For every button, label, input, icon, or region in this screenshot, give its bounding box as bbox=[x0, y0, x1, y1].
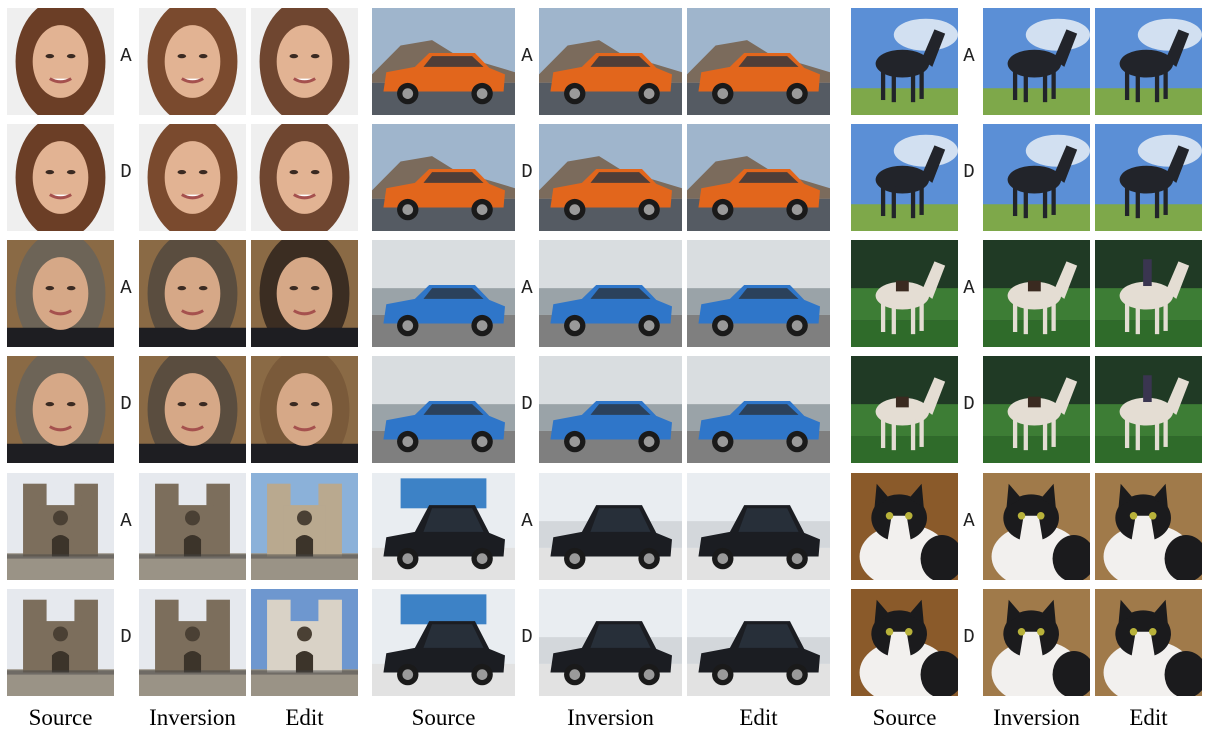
group-1-source-image bbox=[7, 473, 114, 580]
group-3-inversion-image bbox=[983, 240, 1090, 347]
row-label: D bbox=[120, 626, 132, 648]
group-2-inversion-image bbox=[539, 8, 682, 115]
group-3-edit-image bbox=[1095, 8, 1202, 115]
group-3-inversion-image bbox=[983, 124, 1090, 231]
group-1-source-image bbox=[7, 240, 114, 347]
group-2-source-image bbox=[372, 240, 515, 347]
column-label-source: Source bbox=[411, 705, 476, 730]
group-2-inversion-image bbox=[539, 473, 682, 580]
group-3-source-image bbox=[851, 124, 958, 231]
group-3-source-image bbox=[851, 240, 958, 347]
group-1-edit-image bbox=[251, 473, 358, 580]
group-1-inversion-image bbox=[139, 356, 246, 463]
row-label: D bbox=[521, 626, 533, 648]
group-1-inversion-image bbox=[139, 124, 246, 231]
group-2-edit-image bbox=[687, 589, 830, 696]
row-label: D bbox=[521, 161, 533, 183]
column-label-inversion: Inversion bbox=[149, 705, 236, 730]
group-2-source-image bbox=[372, 473, 515, 580]
group-2-edit-image bbox=[687, 8, 830, 115]
row-label: D bbox=[963, 161, 975, 183]
row-label: D bbox=[521, 393, 533, 415]
group-3-source-image bbox=[851, 8, 958, 115]
column-label-source: Source bbox=[872, 705, 937, 730]
group-1-inversion-image bbox=[139, 589, 246, 696]
group-2-edit-image bbox=[687, 124, 830, 231]
column-label-source: Source bbox=[28, 705, 93, 730]
group-1-edit-image bbox=[251, 124, 358, 231]
column-label-inversion: Inversion bbox=[567, 705, 654, 730]
row-label: A bbox=[120, 45, 132, 67]
group-1-edit-image bbox=[251, 240, 358, 347]
row-label: D bbox=[120, 161, 132, 183]
group-1-source-image bbox=[7, 356, 114, 463]
group-1-edit-image bbox=[251, 589, 358, 696]
column-label-edit: Edit bbox=[285, 705, 324, 730]
group-3-edit-image bbox=[1095, 589, 1202, 696]
column-label-edit: Edit bbox=[739, 705, 778, 730]
group-1-source-image bbox=[7, 124, 114, 231]
group-1-inversion-image bbox=[139, 473, 246, 580]
group-2-source-image bbox=[372, 124, 515, 231]
group-1-source-image bbox=[7, 8, 114, 115]
group-2-inversion-image bbox=[539, 240, 682, 347]
group-3-edit-image bbox=[1095, 240, 1202, 347]
row-label: A bbox=[120, 510, 132, 532]
group-2-inversion-image bbox=[539, 124, 682, 231]
group-1-source-image bbox=[7, 589, 114, 696]
group-3-source-image bbox=[851, 589, 958, 696]
group-2-edit-image bbox=[687, 240, 830, 347]
row-label: A bbox=[120, 277, 132, 299]
group-3-inversion-image bbox=[983, 589, 1090, 696]
row-label: A bbox=[521, 45, 533, 67]
group-3-inversion-image bbox=[983, 356, 1090, 463]
column-label-inversion: Inversion bbox=[993, 705, 1080, 730]
group-1-inversion-image bbox=[139, 240, 246, 347]
row-label: A bbox=[963, 510, 975, 532]
group-3-edit-image bbox=[1095, 356, 1202, 463]
row-label: A bbox=[521, 277, 533, 299]
group-3-edit-image bbox=[1095, 473, 1202, 580]
group-1-edit-image bbox=[251, 356, 358, 463]
group-3-source-image bbox=[851, 356, 958, 463]
group-2-edit-image bbox=[687, 356, 830, 463]
row-label: D bbox=[963, 393, 975, 415]
group-3-source-image bbox=[851, 473, 958, 580]
group-1-inversion-image bbox=[139, 8, 246, 115]
group-3-inversion-image bbox=[983, 473, 1090, 580]
group-3-inversion-image bbox=[983, 8, 1090, 115]
group-2-edit-image bbox=[687, 473, 830, 580]
row-label: A bbox=[963, 277, 975, 299]
row-label: A bbox=[521, 510, 533, 532]
group-2-source-image bbox=[372, 589, 515, 696]
row-label: D bbox=[120, 393, 132, 415]
row-label: D bbox=[963, 626, 975, 648]
group-3-edit-image bbox=[1095, 124, 1202, 231]
column-label-edit: Edit bbox=[1129, 705, 1168, 730]
group-1-edit-image bbox=[251, 8, 358, 115]
group-2-source-image bbox=[372, 356, 515, 463]
group-2-source-image bbox=[372, 8, 515, 115]
group-2-inversion-image bbox=[539, 589, 682, 696]
group-2-inversion-image bbox=[539, 356, 682, 463]
row-label: A bbox=[963, 45, 975, 67]
